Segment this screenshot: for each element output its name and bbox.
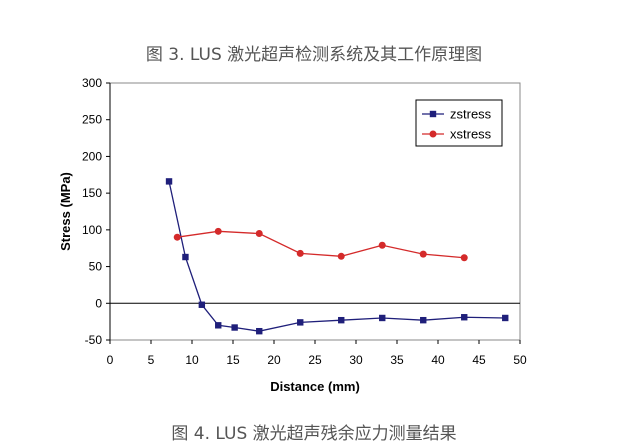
chart-legend: zstress xstress <box>415 99 503 147</box>
y-tick-label: 0 <box>95 296 102 310</box>
zstress-point <box>215 322 222 329</box>
zstress-point <box>198 301 206 308</box>
series-xstress <box>173 227 468 262</box>
xstress-point <box>173 233 181 241</box>
y-tick-label: 300 <box>82 76 102 90</box>
y-tick-label: -50 <box>85 333 103 347</box>
xstress-point <box>296 249 304 257</box>
legend-swatch-marker <box>429 130 437 138</box>
zstress-point <box>502 314 509 322</box>
x-tick-label: 45 <box>472 353 486 367</box>
legend-label: xstress <box>450 127 492 142</box>
x-tick-label: 25 <box>308 353 322 367</box>
x-tick-label: 35 <box>390 353 404 367</box>
x-tick-label: 40 <box>431 353 445 367</box>
y-tick-label: 250 <box>82 113 102 127</box>
zstress-point <box>182 253 189 261</box>
legend-swatch-marker <box>429 110 437 118</box>
x-tick-label: 20 <box>267 353 281 367</box>
figure-caption-bottom: 图 4. LUS 激光超声残余应力测量结果 <box>171 424 457 444</box>
series-zstress <box>165 178 509 335</box>
chart-ticks: -50 0 50 100 150 200 250 300 0 5 10 15 20 25 30 35 40 45 5… <box>82 76 527 367</box>
x-tick-label: 15 <box>226 353 240 367</box>
zstress-point <box>165 178 173 185</box>
x-axis-label: Distance (mm) <box>270 379 360 394</box>
zstress-point <box>297 319 304 326</box>
x-tick-label: 5 <box>148 353 155 367</box>
y-tick-label: 200 <box>82 149 102 163</box>
xstress-point <box>460 254 468 262</box>
x-tick-label: 0 <box>107 353 114 367</box>
xstress-point <box>255 230 263 238</box>
zstress-line <box>168 181 506 332</box>
y-tick-label: 150 <box>82 186 102 200</box>
x-tick-label: 30 <box>349 353 363 367</box>
chart-axes <box>109 82 521 341</box>
zstress-point <box>256 327 263 335</box>
legend-label: zstress <box>450 107 492 122</box>
figure-caption-top: 图 3. LUS 激光超声检测系统及其工作原理图 <box>145 45 483 65</box>
x-tick-label: 50 <box>513 353 527 367</box>
xstress-point <box>214 227 222 235</box>
xstress-point <box>337 252 345 260</box>
zstress-point <box>420 316 427 324</box>
xstress-line <box>177 230 465 259</box>
zstress-point <box>461 314 468 321</box>
y-tick-label: 100 <box>82 223 102 237</box>
zstress-point <box>231 324 238 331</box>
y-axis-label: Stress (MPa) <box>58 172 73 251</box>
xstress-point <box>419 250 427 258</box>
legend-box <box>415 99 503 147</box>
xstress-point <box>378 241 386 249</box>
zstress-point <box>379 314 386 322</box>
x-tick-label: 10 <box>185 353 199 367</box>
chart-series <box>165 178 509 335</box>
y-tick-label: 50 <box>89 260 103 274</box>
zstress-point <box>338 316 345 324</box>
